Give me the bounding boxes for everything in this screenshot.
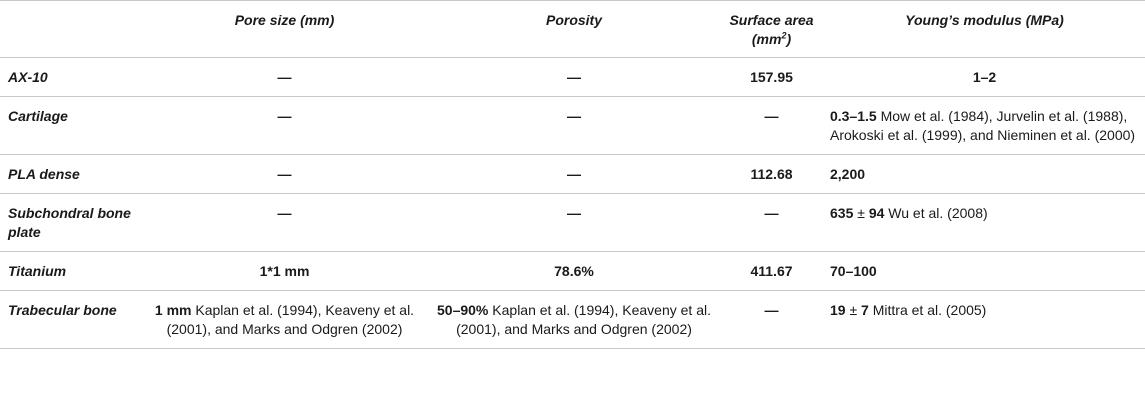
- cell-pore-size: —: [140, 154, 429, 194]
- row-material: PLA dense: [0, 154, 140, 194]
- cell-surface-area: 112.68: [719, 154, 824, 194]
- cell-modulus: 19 ± 7 Mittra et al. (2005): [824, 290, 1145, 349]
- row-material: Trabecular bone: [0, 290, 140, 349]
- modulus-uncertainty: 94: [868, 205, 885, 221]
- cell-porosity: 78.6%: [429, 251, 719, 291]
- row-material: Cartilage: [0, 96, 140, 155]
- cell-pore-size: —: [140, 193, 429, 252]
- header-surface-area: Surface area (mm2): [719, 0, 824, 58]
- cell-surface-area: —: [719, 290, 824, 349]
- table-row: PLA dense — — 112.68 2,200: [0, 154, 1145, 194]
- cell-pore-size: 1 mm Kaplan et al. (1994), Keaveny et al…: [140, 290, 429, 349]
- cell-pore-size: —: [140, 57, 429, 97]
- header-surface-area-text: Surface area (mm: [729, 12, 814, 47]
- porosity-value: 50–90%: [437, 302, 489, 318]
- cell-modulus: 0.3–1.5 Mow et al. (1984), Jurvelin et a…: [824, 96, 1145, 155]
- cell-porosity: —: [429, 96, 719, 155]
- header-surface-area-sup: 2: [781, 30, 787, 41]
- modulus-value: 19: [830, 302, 846, 318]
- table-row: Titanium 1*1 mm 78.6% 411.67 70–100: [0, 251, 1145, 291]
- table-row: AX-10 — — 157.95 1–2: [0, 57, 1145, 97]
- modulus-reference: Mittra et al. (2005): [868, 302, 987, 318]
- cell-modulus: 2,200: [824, 154, 1145, 194]
- table-row: Trabecular bone 1 mm Kaplan et al. (1994…: [0, 290, 1145, 349]
- cell-porosity: 50–90% Kaplan et al. (1994), Keaveny et …: [429, 290, 719, 349]
- pore-size-reference: Kaplan et al. (1994), Keaveny et al. (20…: [166, 302, 415, 337]
- cell-porosity: —: [429, 57, 719, 97]
- cell-surface-area: —: [719, 96, 824, 155]
- cell-pore-size: —: [140, 96, 429, 155]
- cell-modulus: 70–100: [824, 251, 1145, 291]
- modulus-reference: Wu et al. (2008): [884, 205, 988, 221]
- header-surface-area-close: ): [786, 31, 792, 47]
- pore-size-value: 1 mm: [154, 302, 192, 318]
- cell-pore-size: 1*1 mm: [140, 251, 429, 291]
- row-material: AX-10: [0, 57, 140, 97]
- materials-table: Pore size (mm) Porosity Surface area (mm…: [0, 0, 1145, 349]
- porosity-reference: Kaplan et al. (1994), Keaveny et al. (20…: [456, 302, 711, 337]
- header-porosity: Porosity: [429, 0, 719, 58]
- modulus-value: 635: [830, 205, 854, 221]
- table-row: Subchondral bone plate — — — 635 ± 94 Wu…: [0, 193, 1145, 252]
- modulus-plus-minus: ±: [853, 205, 869, 221]
- modulus-reference: Mow et al. (1984), Jurvelin et al. (1988…: [830, 108, 1136, 143]
- modulus-value: 0.3–1.5: [830, 108, 877, 124]
- cell-surface-area: —: [719, 193, 824, 252]
- modulus-uncertainty: 7: [861, 302, 869, 318]
- cell-surface-area: 411.67: [719, 251, 824, 291]
- row-material: Titanium: [0, 251, 140, 291]
- modulus-plus-minus: ±: [845, 302, 862, 318]
- cell-modulus: 635 ± 94 Wu et al. (2008): [824, 193, 1145, 252]
- header-youngs-modulus: Young’s modulus (MPa): [824, 0, 1145, 58]
- header-material: [0, 0, 140, 58]
- header-pore-size: Pore size (mm): [140, 0, 429, 58]
- table-row: Cartilage — — — 0.3–1.5 Mow et al. (1984…: [0, 96, 1145, 155]
- cell-porosity: —: [429, 154, 719, 194]
- cell-surface-area: 157.95: [719, 57, 824, 97]
- header-row: Pore size (mm) Porosity Surface area (mm…: [0, 0, 1145, 58]
- cell-porosity: —: [429, 193, 719, 252]
- row-material: Subchondral bone plate: [0, 193, 140, 252]
- cell-modulus: 1–2: [824, 57, 1145, 97]
